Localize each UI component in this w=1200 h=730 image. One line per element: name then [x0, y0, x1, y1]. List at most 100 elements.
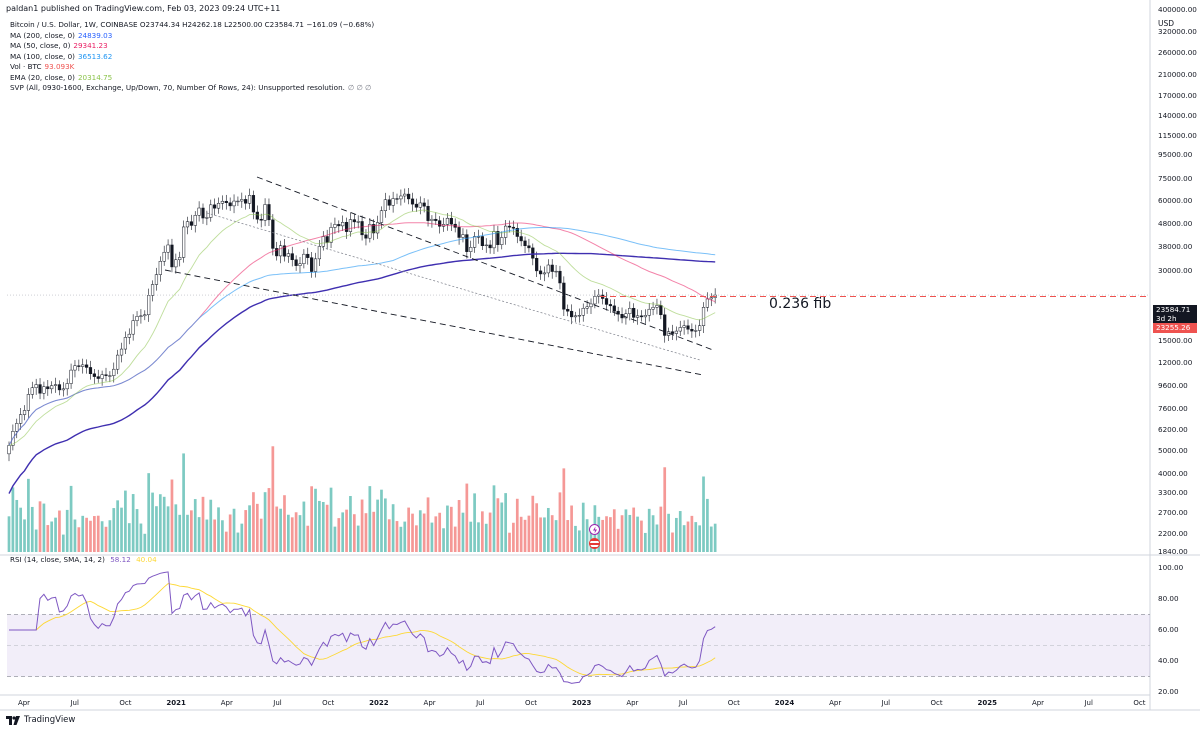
volume-bar [104, 526, 108, 552]
volume-bar [492, 485, 496, 552]
volume-bar [224, 531, 228, 552]
candle [562, 282, 566, 310]
candle [193, 215, 197, 226]
indicator-label: Vol · BTC [10, 62, 42, 71]
volume-bar [170, 479, 174, 552]
candle [108, 375, 112, 377]
candle [585, 306, 589, 309]
candle [410, 198, 415, 205]
candle [507, 225, 512, 228]
volume-bar [112, 508, 116, 552]
volume-bar [515, 498, 519, 552]
us-flag-icon[interactable] [589, 538, 600, 549]
volume-bar [162, 496, 166, 552]
volume-bar [438, 512, 442, 552]
candle [73, 365, 77, 371]
candle [445, 217, 450, 225]
volume-bar [457, 500, 461, 552]
rsi-legend[interactable]: RSI (14, close, SMA, 14, 2) 58.12 40.04 [10, 555, 157, 564]
volume-bar [298, 515, 302, 552]
candle [57, 384, 62, 391]
candles-group [7, 188, 717, 462]
candle [34, 384, 38, 388]
time-label: Jul [881, 699, 891, 707]
rsi-axis-label: 20.00 [1158, 687, 1179, 696]
volume-bar [135, 509, 139, 552]
candle [178, 257, 182, 261]
volume-bar [333, 526, 337, 552]
volume-group [7, 446, 717, 552]
candle [678, 327, 682, 332]
volume-bar [186, 514, 189, 552]
volume-bar [372, 511, 376, 552]
candle [616, 310, 620, 315]
rsi-ma-value: 40.04 [136, 555, 157, 564]
candle [570, 310, 574, 318]
candle [275, 248, 279, 257]
time-label: Jul [1084, 699, 1093, 707]
candle [267, 204, 271, 221]
time-label: Apr [829, 699, 842, 707]
volume-bar [449, 506, 453, 552]
candle [686, 325, 690, 330]
candle [589, 303, 593, 308]
volume-bar [15, 499, 19, 552]
volume-bar [461, 512, 465, 552]
candle [461, 234, 465, 238]
volume-bar [663, 467, 667, 552]
volume-bar [636, 516, 639, 552]
tradingview-logo[interactable]: TradingView [6, 715, 75, 725]
indicator-row[interactable]: MA (100, close, 0) 36513.62 [10, 52, 374, 63]
indicator-row[interactable]: MA (200, close, 0) 24839.03 [10, 31, 374, 42]
volume-bar [271, 446, 275, 552]
candle [112, 368, 116, 376]
volume-bar [58, 510, 61, 552]
volume-bar [306, 525, 310, 552]
volume-bar [11, 487, 15, 552]
volume-bar [42, 503, 46, 552]
candle [344, 222, 349, 232]
volume-bar [147, 473, 151, 552]
volume-bar [205, 519, 209, 552]
volume-bar [244, 510, 248, 552]
indicator-label: MA (100, close, 0) [10, 51, 75, 61]
volume-bar [469, 521, 473, 552]
volume-bar [96, 515, 100, 552]
candle [535, 258, 539, 272]
indicator-row[interactable]: SVP (All, 0930-1600, Exchange, Up/Down, … [10, 83, 374, 94]
time-label: Jul [273, 699, 282, 707]
time-label: Apr [17, 699, 31, 707]
volume-bar [120, 507, 123, 552]
volume-bar [597, 516, 601, 552]
price-label: 6200.00 [1158, 424, 1188, 434]
indicator-row[interactable]: EMA (20, close, 0) 20314.75 [10, 73, 374, 84]
volume-bar [287, 514, 290, 552]
candle [527, 245, 531, 249]
candle [674, 330, 678, 334]
volume-bar [283, 495, 286, 552]
indicator-row[interactable]: MA (50, close, 0) 29341.23 [10, 41, 374, 52]
time-label: Jul [476, 699, 485, 707]
volume-bar [690, 515, 694, 552]
candle [228, 202, 232, 207]
candle [26, 394, 30, 411]
tradingview-logo-icon [6, 715, 20, 725]
indicator-row[interactable]: Vol · BTC 93.093K [10, 62, 374, 73]
candle [147, 295, 151, 316]
volume-bar [709, 526, 713, 552]
symbol-line[interactable]: Bitcoin / U.S. Dollar, 1W, COINBASE O237… [10, 20, 374, 31]
candle [484, 244, 488, 247]
time-label: Apr [1031, 699, 1045, 707]
lightning-icon[interactable] [589, 524, 600, 535]
volume-bar [34, 529, 38, 552]
indicator-value: 24839.03 [77, 30, 113, 40]
candle [391, 198, 395, 206]
candle [298, 263, 302, 266]
volume-bar [321, 501, 325, 552]
candle [643, 315, 647, 318]
candle [85, 364, 89, 368]
volume-bar [422, 513, 426, 552]
rsi-value: 58.12 [110, 555, 131, 564]
